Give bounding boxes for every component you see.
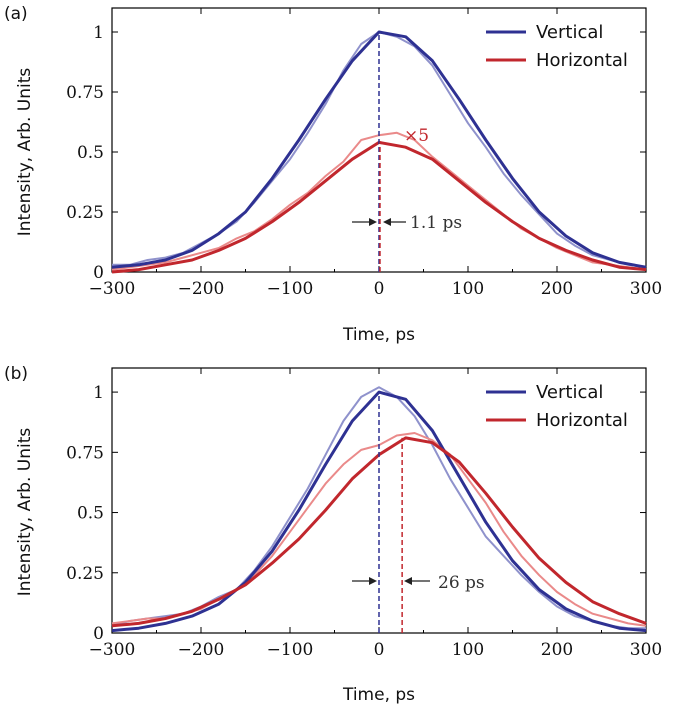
x-tick-label-b: 100 xyxy=(452,640,484,660)
x-tick-label-a: 100 xyxy=(452,279,484,299)
x-tick-label-a: −300 xyxy=(89,279,136,299)
y-tick-label-b: 0.75 xyxy=(66,443,104,463)
panel-b: (b) Intensity, Arb. Units Time, ps −300−… xyxy=(4,364,662,705)
y-axis-label-a: Intensity, Arb. Units xyxy=(15,68,35,237)
y-tick-label-a: 1 xyxy=(93,23,104,43)
y-tick-label-a: 0.25 xyxy=(66,203,104,223)
x-tick-label-a: −200 xyxy=(178,279,225,299)
legend-label-horizontal-a: Horizontal xyxy=(536,50,628,71)
x-tick-label-a: 300 xyxy=(630,279,662,299)
x-tick-label-b: −200 xyxy=(178,640,225,660)
x-tick-label-b: −300 xyxy=(89,640,136,660)
y-tick-label-a: 0 xyxy=(93,263,104,283)
x-tick-label-b: 0 xyxy=(374,640,385,660)
y-tick-label-a: 0.5 xyxy=(77,143,104,163)
plot-area-b: −300 −200 −100 0 100 200 300 0 0.25 0.5 0.75 1 xyxy=(66,367,662,660)
x-tick-label-a: 200 xyxy=(541,279,573,299)
x-axis-label-a: Time, ps xyxy=(342,325,415,345)
x-axis-label-b: Time, ps xyxy=(342,685,415,705)
offset-arrows-a xyxy=(352,218,406,226)
panel-label-a: (a) xyxy=(4,4,28,24)
x-tick-label-a: −100 xyxy=(267,279,314,299)
legend-b: Vertical Horizontal xyxy=(486,382,628,431)
plot-area-a: −300 −200 −100 0 100 200 300 0 0.25 0.5 0.75 1 xyxy=(66,7,662,299)
y-tick-label-b: 1 xyxy=(93,383,104,403)
offset-annotation-a: 1.1 ps xyxy=(410,213,462,233)
legend-a: Vertical Horizontal xyxy=(486,22,628,71)
panel-a: (a) Intensity, Arb. Units Time, ps −300−… xyxy=(4,4,662,345)
panel-label-b: (b) xyxy=(4,364,28,384)
legend-label-vertical-a: Vertical xyxy=(536,22,603,43)
x-tick-label-b: 300 xyxy=(630,640,662,660)
scale-factor-annotation: ×5 xyxy=(404,126,429,146)
x-tick-label-a: 0 xyxy=(374,279,385,299)
legend-label-horizontal-b: Horizontal xyxy=(536,410,628,431)
x-tick-label-b: 200 xyxy=(541,640,573,660)
legend-label-vertical-b: Vertical xyxy=(536,382,603,403)
offset-annotation-b: 26 ps xyxy=(438,573,485,593)
vertical-fit-line-a xyxy=(111,30,647,269)
y-tick-label-a: 0.75 xyxy=(66,83,104,103)
y-tick-label-b: 0.25 xyxy=(66,564,104,584)
offset-arrows-b xyxy=(352,577,430,585)
x-tick-label-b: −100 xyxy=(267,640,314,660)
y-tick-label-b: 0.5 xyxy=(77,504,104,524)
y-axis-label-b: Intensity, Arb. Units xyxy=(15,428,35,597)
y-tick-label-b: 0 xyxy=(93,624,104,644)
